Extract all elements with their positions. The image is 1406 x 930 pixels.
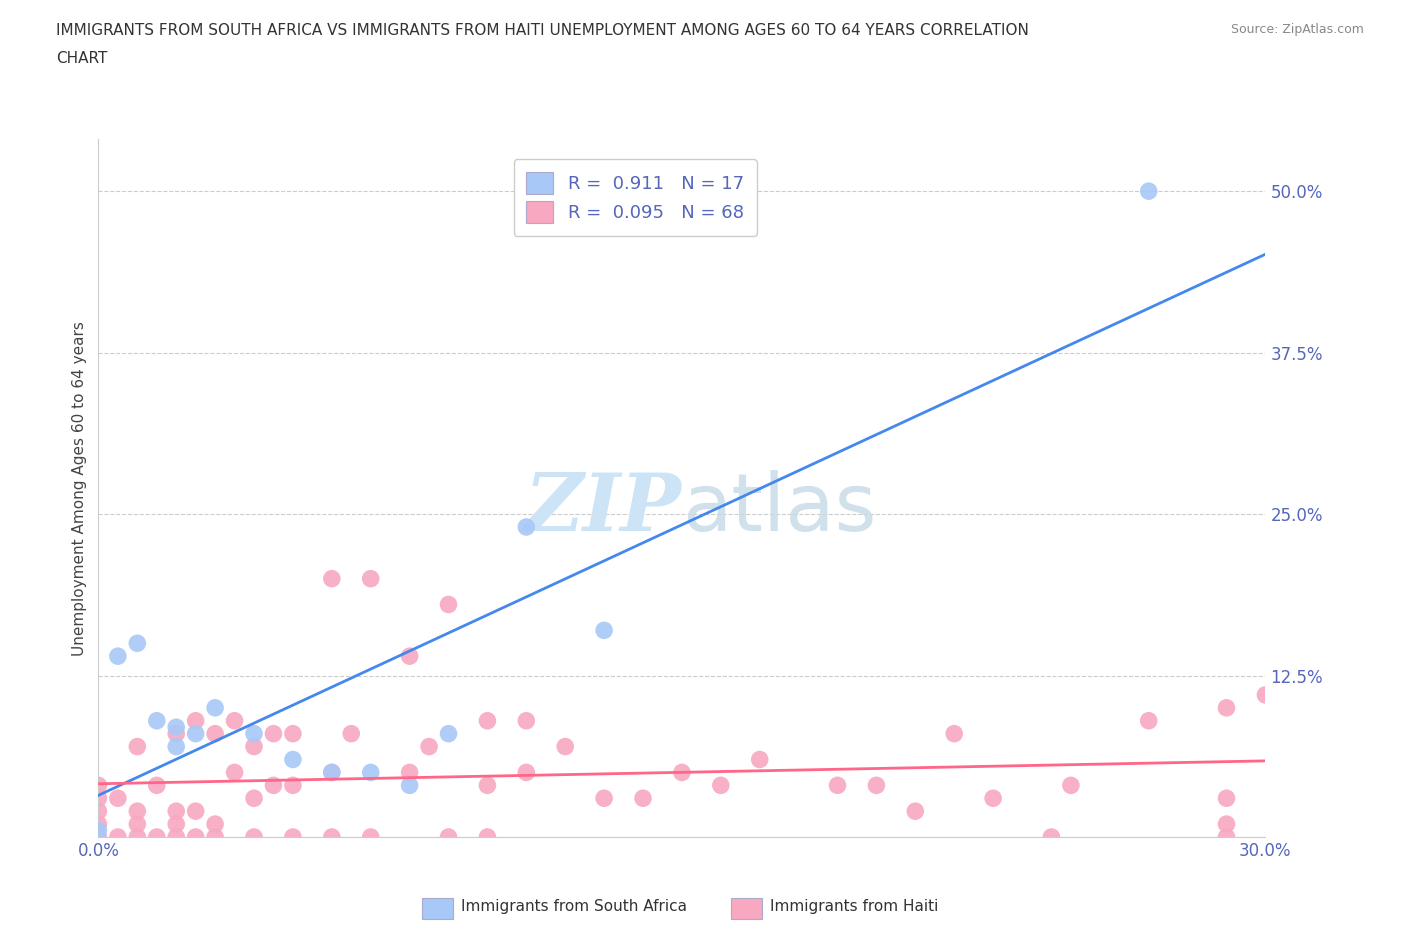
Point bbox=[340, 726, 363, 741]
Point bbox=[321, 765, 343, 780]
Point bbox=[398, 777, 420, 792]
Point bbox=[1215, 790, 1237, 805]
Point bbox=[554, 739, 576, 754]
Point bbox=[127, 739, 149, 754]
Point bbox=[631, 790, 654, 805]
Point bbox=[127, 804, 149, 818]
Point bbox=[477, 713, 499, 728]
Point bbox=[477, 830, 499, 844]
Point bbox=[107, 790, 129, 805]
Point bbox=[710, 777, 733, 792]
Point bbox=[165, 726, 187, 741]
Point bbox=[943, 726, 966, 741]
Point bbox=[87, 790, 110, 805]
Point bbox=[515, 713, 537, 728]
Point bbox=[165, 817, 187, 831]
Point bbox=[515, 520, 537, 535]
Point bbox=[515, 765, 537, 780]
Point bbox=[360, 765, 382, 780]
Point bbox=[165, 720, 187, 735]
Point bbox=[87, 804, 110, 818]
Point bbox=[243, 790, 266, 805]
Point bbox=[127, 830, 149, 844]
Point bbox=[146, 713, 169, 728]
Point bbox=[281, 830, 304, 844]
Point bbox=[146, 830, 169, 844]
Point bbox=[437, 597, 460, 612]
Text: Immigrants from South Africa: Immigrants from South Africa bbox=[461, 899, 688, 914]
Point bbox=[184, 726, 207, 741]
Point bbox=[360, 571, 382, 586]
Point bbox=[184, 713, 207, 728]
Point bbox=[671, 765, 693, 780]
Point bbox=[437, 830, 460, 844]
Point bbox=[107, 649, 129, 664]
Point bbox=[321, 765, 343, 780]
Point bbox=[360, 830, 382, 844]
Text: atlas: atlas bbox=[682, 471, 876, 548]
Point bbox=[165, 804, 187, 818]
Point bbox=[398, 649, 420, 664]
Point bbox=[87, 830, 110, 844]
Point bbox=[243, 739, 266, 754]
Point bbox=[224, 713, 246, 728]
Point bbox=[281, 726, 304, 741]
Point bbox=[321, 830, 343, 844]
Text: CHART: CHART bbox=[56, 51, 108, 66]
Point bbox=[107, 830, 129, 844]
Point bbox=[1137, 184, 1160, 199]
Point bbox=[243, 726, 266, 741]
Point bbox=[398, 765, 420, 780]
Point bbox=[437, 726, 460, 741]
Point bbox=[281, 752, 304, 767]
Point bbox=[281, 777, 304, 792]
Text: Source: ZipAtlas.com: Source: ZipAtlas.com bbox=[1230, 23, 1364, 36]
Point bbox=[1040, 830, 1063, 844]
Point bbox=[477, 777, 499, 792]
Point bbox=[262, 726, 284, 741]
Point bbox=[87, 777, 110, 792]
Point bbox=[184, 804, 207, 818]
Point bbox=[87, 817, 110, 831]
Point bbox=[127, 817, 149, 831]
Point bbox=[418, 739, 440, 754]
Point bbox=[165, 830, 187, 844]
Text: IMMIGRANTS FROM SOUTH AFRICA VS IMMIGRANTS FROM HAITI UNEMPLOYMENT AMONG AGES 60: IMMIGRANTS FROM SOUTH AFRICA VS IMMIGRAN… bbox=[56, 23, 1029, 38]
Point bbox=[1137, 713, 1160, 728]
Point bbox=[1215, 830, 1237, 844]
Point bbox=[262, 777, 284, 792]
Point bbox=[87, 823, 110, 838]
Point bbox=[204, 726, 226, 741]
Point bbox=[165, 739, 187, 754]
Point bbox=[127, 636, 149, 651]
Point bbox=[184, 830, 207, 844]
Point bbox=[593, 623, 616, 638]
Point bbox=[204, 700, 226, 715]
Point bbox=[981, 790, 1004, 805]
Point bbox=[827, 777, 849, 792]
Legend: R =  0.911   N = 17, R =  0.095   N = 68: R = 0.911 N = 17, R = 0.095 N = 68 bbox=[513, 159, 756, 235]
Point bbox=[593, 790, 616, 805]
Point bbox=[1254, 687, 1277, 702]
Point bbox=[1060, 777, 1083, 792]
Point bbox=[204, 817, 226, 831]
Point bbox=[748, 752, 770, 767]
Y-axis label: Unemployment Among Ages 60 to 64 years: Unemployment Among Ages 60 to 64 years bbox=[72, 321, 87, 656]
Point bbox=[146, 777, 169, 792]
Point bbox=[865, 777, 887, 792]
Point bbox=[224, 765, 246, 780]
Text: Immigrants from Haiti: Immigrants from Haiti bbox=[770, 899, 939, 914]
Point bbox=[243, 830, 266, 844]
Point bbox=[321, 571, 343, 586]
Point bbox=[204, 830, 226, 844]
Point bbox=[904, 804, 927, 818]
Text: ZIP: ZIP bbox=[524, 471, 682, 548]
Point bbox=[1215, 700, 1237, 715]
Point bbox=[1215, 817, 1237, 831]
